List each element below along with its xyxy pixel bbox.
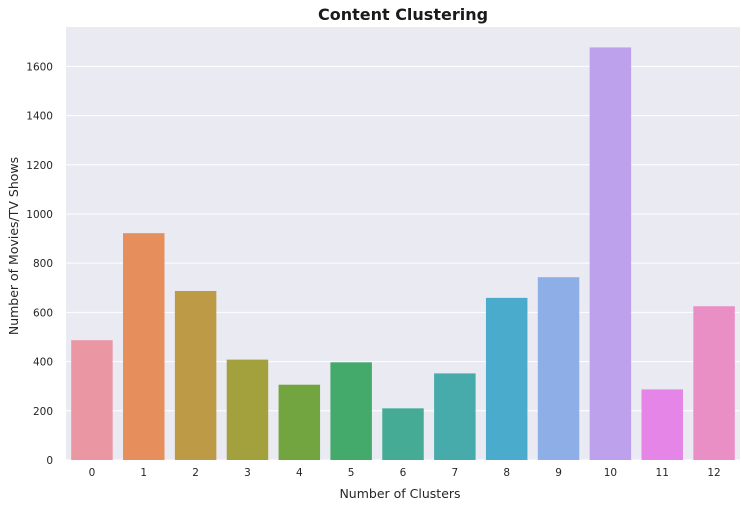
x-tick-label: 8 [503, 467, 510, 479]
y-tick-label: 1000 [26, 209, 53, 221]
x-tick-label: 1 [140, 467, 147, 479]
x-tick-label: 7 [452, 467, 459, 479]
x-tick-label: 12 [707, 467, 720, 479]
y-tick-label: 400 [33, 357, 53, 369]
bar-cluster-12 [693, 306, 735, 460]
bar-cluster-1 [123, 233, 165, 460]
x-tick-label: 4 [296, 467, 303, 479]
y-tick-label: 0 [46, 455, 53, 467]
bar-cluster-10 [589, 47, 632, 460]
bar-cluster-0 [71, 340, 113, 460]
bars [71, 47, 735, 460]
y-tick-label: 200 [33, 406, 53, 418]
x-tick-label: 3 [244, 467, 251, 479]
y-tick-label: 1400 [26, 111, 53, 123]
bar-cluster-4 [278, 384, 321, 460]
x-axis-label: Number of Clusters [339, 486, 460, 501]
chart-title: Content Clustering [318, 5, 488, 24]
bar-cluster-2 [174, 290, 217, 460]
y-tick-label: 800 [33, 258, 53, 270]
plot-area [66, 27, 740, 460]
x-tick-label: 0 [89, 467, 96, 479]
y-tick-label: 1600 [26, 61, 53, 73]
bar-cluster-6 [382, 408, 424, 460]
bar-cluster-8 [485, 297, 528, 460]
bar-cluster-3 [226, 359, 269, 460]
x-tick-label: 5 [348, 467, 355, 479]
x-tick-label: 11 [656, 467, 669, 479]
y-tick-label: 1200 [26, 160, 53, 172]
y-axis-label: Number of Movies/TV Shows [6, 157, 21, 335]
x-tick-label: 9 [555, 467, 562, 479]
y-tick-labels: 0 200 400 600 800 1000 1200 1400 1600 [26, 61, 53, 467]
x-tick-label: 6 [400, 467, 407, 479]
bar-cluster-11 [641, 389, 683, 460]
x-tick-labels: 0 1 2 3 4 5 6 7 8 9 10 11 12 [89, 467, 721, 479]
x-tick-label: 2 [192, 467, 199, 479]
bar-cluster-7 [434, 373, 476, 460]
y-tick-label: 600 [33, 307, 53, 319]
bar-cluster-9 [537, 277, 580, 460]
bar-cluster-5 [330, 362, 372, 460]
x-tick-label: 10 [604, 467, 617, 479]
